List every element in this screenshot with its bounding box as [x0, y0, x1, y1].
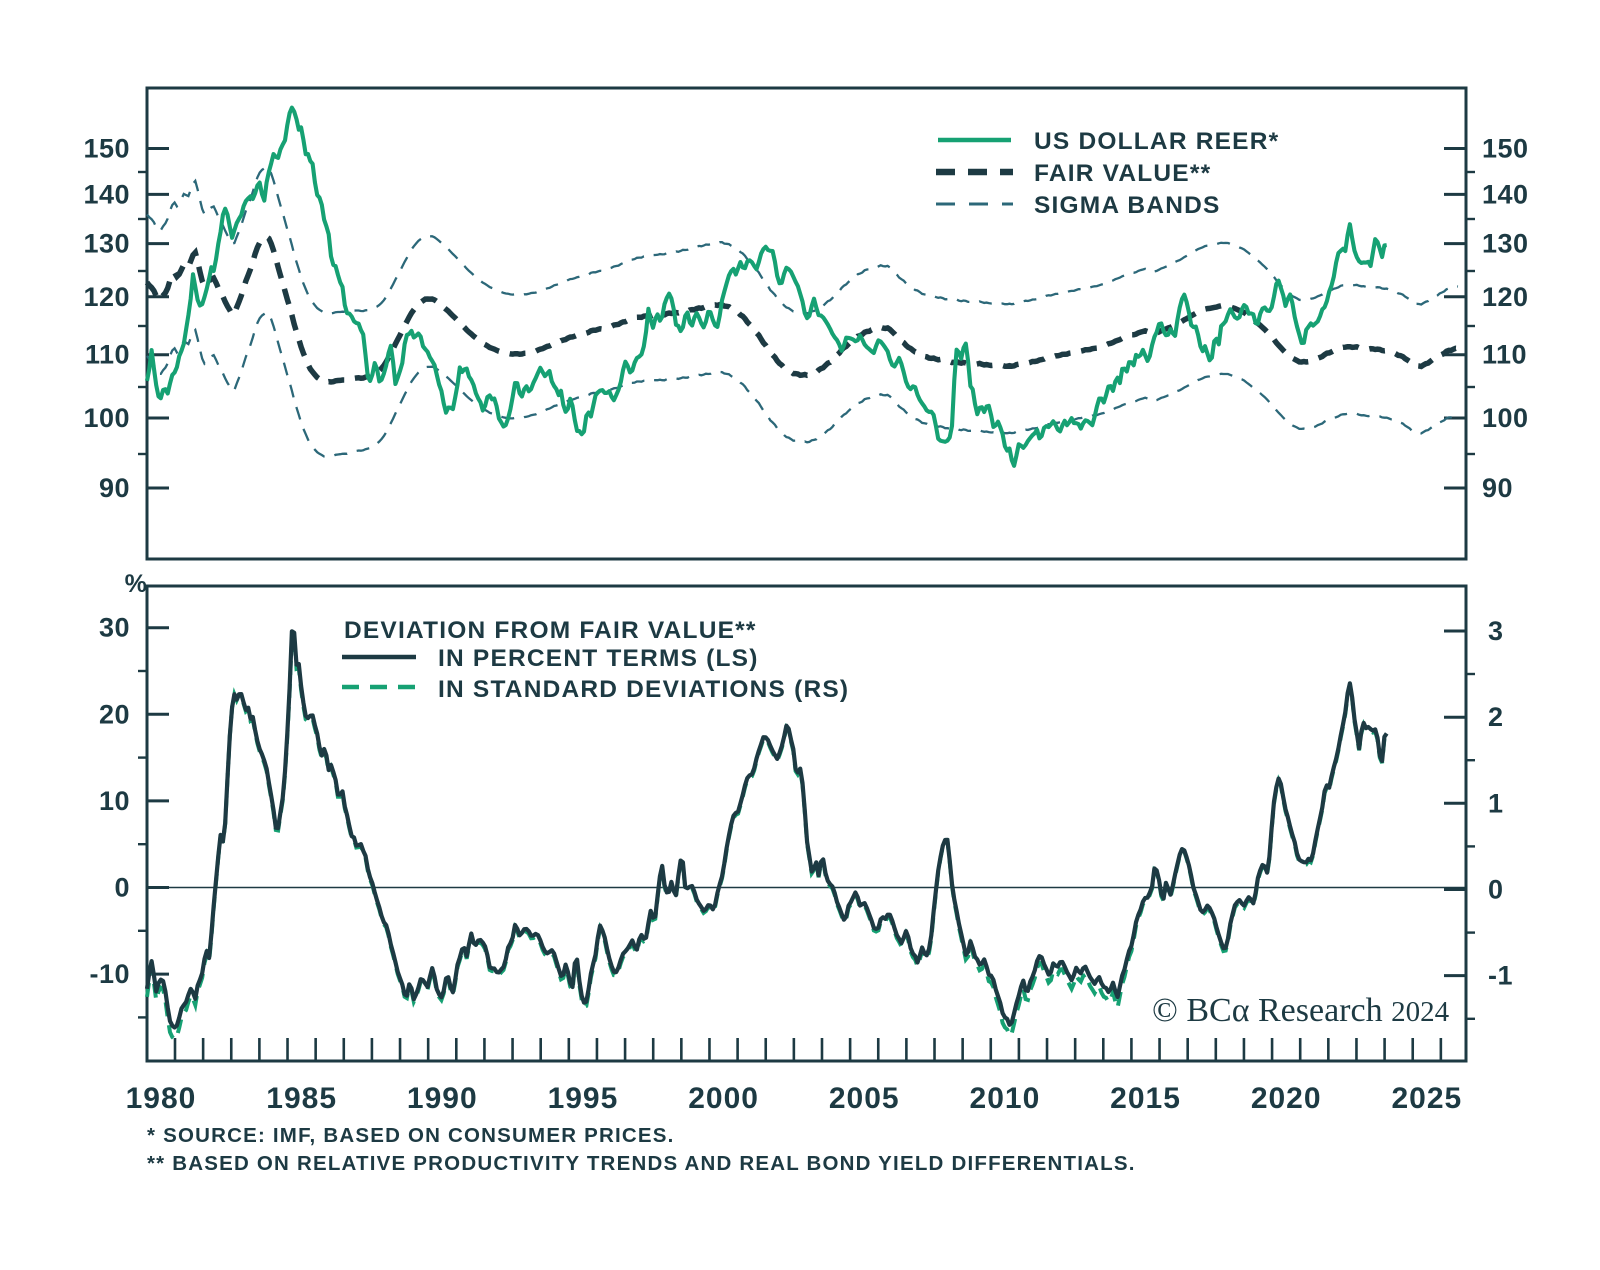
svg-text:130: 130	[83, 229, 130, 259]
svg-text:DEVIATION FROM FAIR VALUE**: DEVIATION FROM FAIR VALUE**	[344, 617, 757, 644]
svg-text:10: 10	[99, 786, 130, 816]
svg-text:© BCα Research 2024: © BCα Research 2024	[1152, 992, 1450, 1029]
svg-text:FAIR VALUE**: FAIR VALUE**	[1034, 160, 1211, 187]
svg-text:** BASED ON RELATIVE PRODUCTIV: ** BASED ON RELATIVE PRODUCTIVITY TRENDS…	[147, 1152, 1136, 1175]
svg-text:2010: 2010	[970, 1082, 1041, 1115]
svg-text:2020: 2020	[1251, 1082, 1322, 1115]
svg-text:US DOLLAR REER*: US DOLLAR REER*	[1034, 128, 1279, 155]
svg-text:130: 130	[1482, 229, 1529, 259]
svg-text:150: 150	[1482, 134, 1529, 164]
svg-text:120: 120	[1482, 282, 1529, 312]
svg-text:SIGMA BANDS: SIGMA BANDS	[1034, 192, 1221, 219]
svg-text:140: 140	[83, 179, 130, 209]
svg-text:100: 100	[1482, 403, 1529, 433]
svg-text:20: 20	[99, 699, 130, 729]
svg-text:90: 90	[1482, 473, 1513, 503]
svg-text:%: %	[125, 570, 148, 598]
svg-text:150: 150	[83, 134, 130, 164]
svg-text:1995: 1995	[548, 1082, 619, 1115]
svg-text:30: 30	[99, 613, 130, 643]
svg-text:1: 1	[1488, 788, 1504, 818]
svg-text:3: 3	[1488, 616, 1504, 646]
svg-text:0: 0	[1488, 875, 1504, 905]
svg-text:110: 110	[1482, 340, 1527, 370]
svg-text:100: 100	[83, 403, 130, 433]
svg-text:120: 120	[83, 282, 130, 312]
svg-text:0: 0	[114, 873, 130, 903]
svg-text:-10: -10	[89, 959, 130, 989]
svg-text:2: 2	[1488, 702, 1504, 732]
svg-text:IN STANDARD DEVIATIONS (RS): IN STANDARD DEVIATIONS (RS)	[438, 676, 849, 703]
svg-text:2015: 2015	[1110, 1082, 1181, 1115]
svg-text:-1: -1	[1488, 961, 1513, 991]
svg-text:1980: 1980	[126, 1082, 197, 1115]
svg-text:140: 140	[1482, 179, 1529, 209]
svg-text:* SOURCE: IMF, BASED ON CONSUM: * SOURCE: IMF, BASED ON CONSUMER PRICES.	[147, 1124, 675, 1147]
svg-text:110: 110	[85, 340, 130, 370]
svg-text:1990: 1990	[407, 1082, 478, 1115]
svg-text:2005: 2005	[829, 1082, 900, 1115]
svg-text:90: 90	[99, 473, 130, 503]
svg-text:1985: 1985	[266, 1082, 337, 1115]
svg-text:2000: 2000	[688, 1082, 759, 1115]
svg-text:2025: 2025	[1391, 1082, 1462, 1115]
svg-text:IN PERCENT TERMS (LS): IN PERCENT TERMS (LS)	[438, 645, 759, 672]
